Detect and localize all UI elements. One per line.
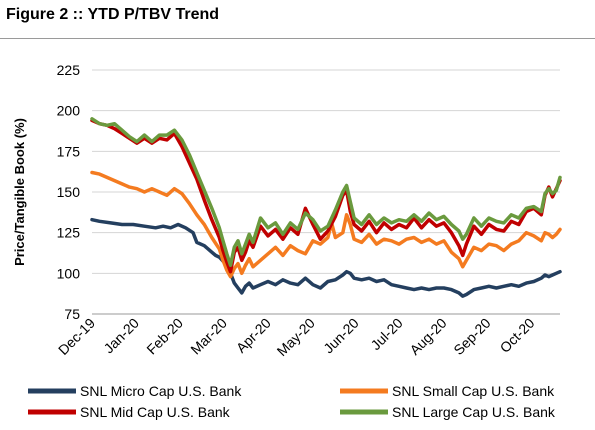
legend-label-3: SNL Large Cap U.S. Bank [392,404,556,420]
x-tick-labels: Dec-19 Jan-20 Feb-20 Mar-20 Apr-20 May-20 Jun-… [55,315,538,359]
x-tick-label: Oct-20 [497,315,538,356]
title-divider [0,38,595,39]
series-line-2 [90,118,562,274]
legend-label-1: SNL Small Cap U.S. Bank [392,383,555,399]
x-tick-label: Jan-20 [100,315,142,357]
series-lines [90,117,562,298]
x-tick-label: Jul-20 [367,315,405,353]
x-tick-label: Apr-20 [233,315,274,356]
x-tick-label: Jun-20 [320,315,362,357]
legend-label-2: SNL Mid Cap U.S. Bank [80,404,231,420]
series-line-3 [90,117,562,267]
y-tick-label: 175 [57,143,81,159]
y-tick-label: 75 [64,306,80,322]
y-tick-label: 125 [57,225,81,241]
x-tick-label: Feb-20 [143,315,186,358]
y-axis-label: Price/Tangible Book (%) [12,118,27,266]
y-tick-label: 150 [57,184,81,200]
y-tick-labels: 75 100 125 150 175 200 225 [57,62,81,322]
x-tick-label: Mar-20 [187,315,230,358]
y-tick-label: 225 [57,62,81,78]
figure-title: Figure 2 :: YTD P/TBV Trend [6,6,220,23]
x-tick-label: May-20 [274,315,318,359]
x-tick-label: Aug-20 [406,315,449,358]
y-tick-label: 100 [57,265,81,281]
legend: SNL Micro Cap U.S. Bank SNL Small Cap U.S… [28,383,556,420]
x-tick-label: Sep-20 [450,315,493,358]
series-line-0 [90,217,562,298]
y-tick-label: 200 [57,103,81,119]
legend-label-0: SNL Micro Cap U.S. Bank [80,383,242,399]
